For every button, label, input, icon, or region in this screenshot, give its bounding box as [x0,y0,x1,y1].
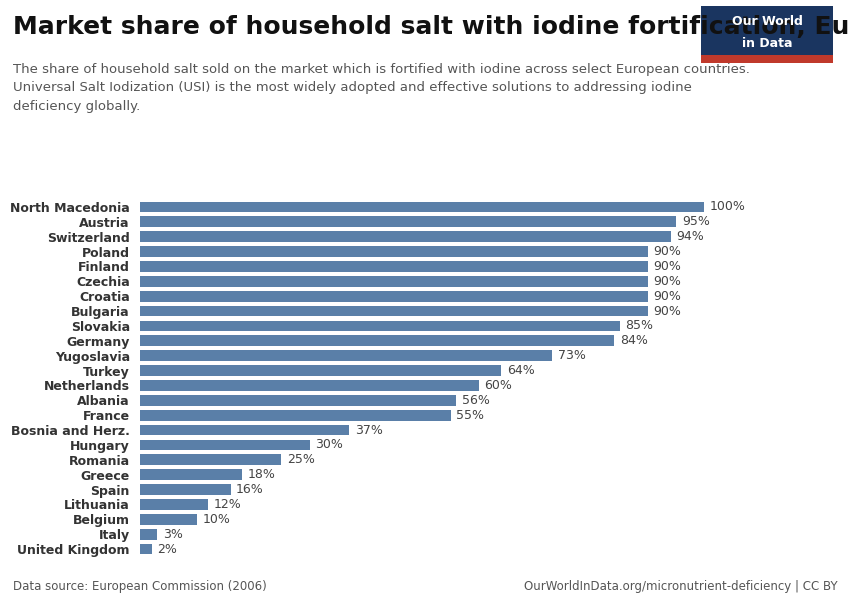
Text: 95%: 95% [682,215,710,229]
Bar [140,469,241,480]
Text: 90%: 90% [654,245,682,258]
Bar [140,217,677,227]
Text: 94%: 94% [677,230,704,243]
Bar [140,484,230,495]
Bar [140,291,648,302]
Text: 84%: 84% [620,334,648,347]
Text: 25%: 25% [287,454,314,466]
Bar [140,335,615,346]
Text: 18%: 18% [247,468,275,481]
Text: Data source: European Commission (2006): Data source: European Commission (2006) [13,580,267,593]
Text: Our World: Our World [732,16,802,28]
Text: 55%: 55% [456,409,484,422]
Bar [140,454,281,465]
Bar [140,499,208,510]
Bar [140,410,450,421]
Bar [140,246,648,257]
Text: 90%: 90% [654,260,682,273]
Bar [140,380,479,391]
Text: Market share of household salt with iodine fortification, Europe: Market share of household salt with iodi… [13,15,850,39]
Bar [140,276,648,287]
Text: 85%: 85% [626,319,654,332]
Bar [140,365,501,376]
Text: 100%: 100% [710,200,746,214]
Bar [140,544,151,554]
Text: 3%: 3% [163,527,183,541]
Text: 73%: 73% [558,349,586,362]
Bar [140,395,456,406]
Bar [140,306,648,316]
Text: 90%: 90% [654,305,682,317]
Text: 37%: 37% [354,424,382,437]
Text: 12%: 12% [213,498,241,511]
Bar [140,261,648,272]
Text: 60%: 60% [484,379,513,392]
Text: 30%: 30% [315,439,343,451]
Bar [140,232,671,242]
Text: 56%: 56% [462,394,490,407]
Text: The share of household salt sold on the market which is fortified with iodine ac: The share of household salt sold on the … [13,63,750,113]
Text: 90%: 90% [654,275,682,288]
Text: in Data: in Data [742,37,792,50]
Text: 90%: 90% [654,290,682,302]
Bar [140,320,620,331]
Bar [140,514,196,524]
Bar [140,529,157,539]
Text: 10%: 10% [202,513,230,526]
Bar [140,440,309,450]
Bar [140,202,705,212]
Text: 64%: 64% [507,364,535,377]
Text: OurWorldInData.org/micronutrient-deficiency | CC BY: OurWorldInData.org/micronutrient-deficie… [524,580,837,593]
Bar [140,350,552,361]
Text: 16%: 16% [236,483,264,496]
Text: 2%: 2% [157,542,177,556]
Bar [140,425,349,436]
